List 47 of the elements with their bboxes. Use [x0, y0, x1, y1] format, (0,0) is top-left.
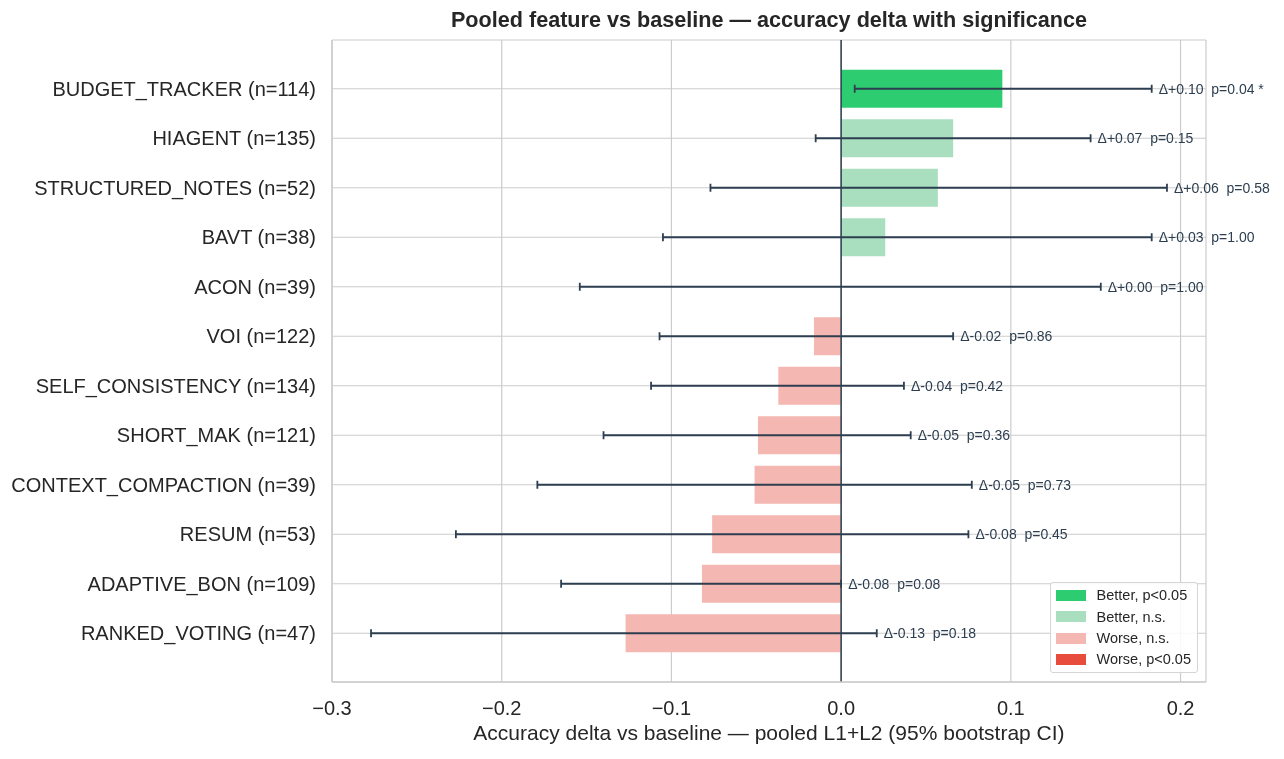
y-tick-label: BUDGET_TRACKER (n=114) — [52, 77, 316, 101]
bar — [754, 465, 842, 504]
bar — [841, 69, 1003, 108]
x-tick-label: 0.0 — [827, 697, 856, 720]
x-axis-title: Accuracy delta vs baseline — pooled L1+L2 (95% bootstrap CI) — [473, 721, 1065, 744]
annotation: Δ-0.02 p=0.86 — [960, 328, 1053, 345]
bar — [712, 515, 842, 554]
x-tick-label: 0.2 — [1166, 697, 1195, 720]
bar — [757, 416, 842, 455]
y-tick-label: STRUCTURED_NOTES (n=52) — [34, 176, 316, 200]
y-tick-label: RESUM (n=53) — [179, 523, 316, 546]
annotation: Δ-0.05 p=0.73 — [978, 476, 1072, 493]
x-tick-label: −0.2 — [481, 697, 522, 720]
x-tick-label: −0.3 — [312, 697, 352, 720]
annotation: Δ+0.07 p=0.15 — [1097, 130, 1194, 147]
bar — [841, 218, 886, 257]
annotation: Δ+0.03 p=1.00 — [1158, 229, 1255, 246]
y-tick-label: SELF_CONSISTENCY (n=134) — [35, 374, 316, 398]
annotation: Δ-0.08 p=0.45 — [975, 526, 1068, 543]
chart-title: Pooled feature vs baseline — accuracy delta with significance — [449, 6, 1088, 34]
annotation: Δ+0.00 p=1.00 — [1107, 278, 1204, 295]
bar — [841, 119, 954, 158]
y-tick-label: VOI (n=122) — [206, 325, 316, 348]
bar — [701, 564, 842, 603]
annotation: Δ-0.13 p=0.18 — [883, 625, 977, 642]
legend-label: Better, p<0.05 — [1096, 587, 1188, 604]
bar — [813, 317, 842, 356]
legend-label: Better, n.s. — [1096, 608, 1166, 625]
legend-label: Worse, p<0.05 — [1096, 651, 1191, 668]
annotation: Δ+0.10 p=0.04 * — [1158, 80, 1265, 97]
y-tick-label: HIAGENT (n=135) — [152, 127, 316, 150]
y-tick-label: ADAPTIVE_BON (n=109) — [87, 572, 316, 596]
bar — [778, 366, 842, 405]
y-tick-label: BAVT (n=38) — [201, 226, 316, 249]
annotation: Δ-0.08 p=0.08 — [848, 575, 941, 592]
x-tick-label: 0.1 — [996, 697, 1025, 720]
y-tick-label: CONTEXT_COMPACTION (n=39) — [11, 473, 316, 497]
y-tick-label: SHORT_MAK (n=121) — [116, 424, 316, 448]
x-tick-label: −0.1 — [651, 697, 692, 720]
annotation: Δ-0.04 p=0.42 — [910, 377, 1004, 394]
y-tick-label: ACON (n=39) — [194, 275, 316, 298]
annotation: Δ-0.05 p=0.36 — [917, 427, 1011, 444]
legend-label: Worse, n.s. — [1096, 630, 1170, 647]
y-tick-label: RANKED_VOTING (n=47) — [80, 622, 316, 646]
annotation: Δ+0.06 p=0.58 — [1173, 179, 1270, 196]
bar — [841, 168, 938, 207]
bar — [625, 614, 842, 653]
